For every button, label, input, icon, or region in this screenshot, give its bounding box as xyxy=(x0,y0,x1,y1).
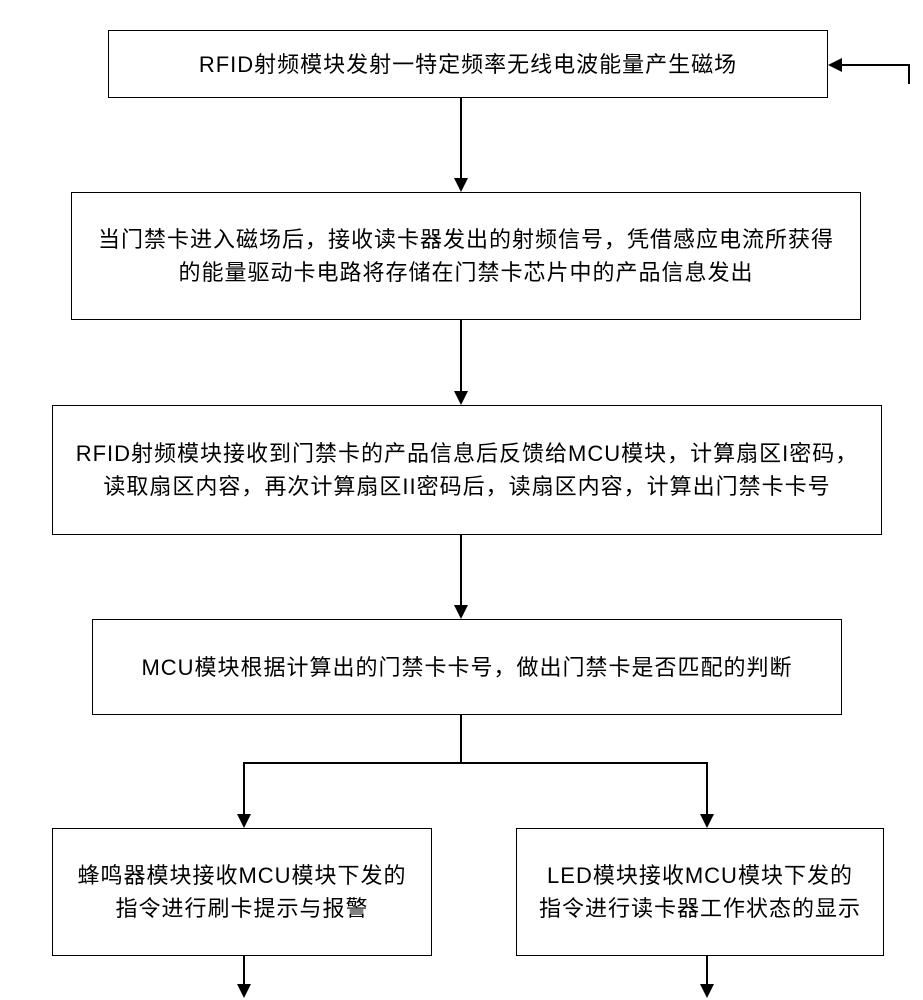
arrow-line xyxy=(243,956,245,984)
arrow-line xyxy=(460,98,462,178)
arrowhead-down-icon xyxy=(454,391,468,405)
node-text: RFID射频模块发射一特定频率无线电波能量产生磁场 xyxy=(199,48,737,81)
arrowhead-down-icon xyxy=(237,814,251,828)
flowchart-node-mcu-judge: MCU模块根据计算出的门禁卡卡号，做出门禁卡是否匹配的判断 xyxy=(92,619,842,715)
arrow-line xyxy=(908,64,910,84)
node-text: MCU模块根据计算出的门禁卡卡号，做出门禁卡是否匹配的判断 xyxy=(141,651,792,684)
node-text: LED模块接收MCU模块下发的指令进行读卡器工作状态的显示 xyxy=(537,859,863,925)
flowchart-container: RFID射频模块发射一特定频率无线电波能量产生磁场 当门禁卡进入磁场后，接收读卡… xyxy=(0,0,923,1000)
arrow-line xyxy=(460,715,462,763)
arrow-line xyxy=(842,64,909,66)
flowchart-node-card-enter: 当门禁卡进入磁场后，接收读卡器发出的射频信号，凭借感应电流所获得的能量驱动卡电路… xyxy=(71,192,861,320)
arrow-line xyxy=(460,320,462,391)
arrowhead-down-icon xyxy=(454,178,468,192)
arrowhead-down-icon xyxy=(700,984,714,998)
node-text: 蜂鸣器模块接收MCU模块下发的指令进行刷卡提示与报警 xyxy=(73,859,411,925)
arrowhead-left-icon xyxy=(828,58,842,72)
arrowhead-down-icon xyxy=(237,984,251,998)
flowchart-node-buzzer: 蜂鸣器模块接收MCU模块下发的指令进行刷卡提示与报警 xyxy=(52,828,432,956)
arrow-line xyxy=(243,762,245,814)
arrow-line xyxy=(243,762,708,764)
node-text: 当门禁卡进入磁场后，接收读卡器发出的射频信号，凭借感应电流所获得的能量驱动卡电路… xyxy=(92,223,840,289)
arrow-line xyxy=(706,762,708,814)
arrowhead-down-icon xyxy=(700,814,714,828)
arrowhead-down-icon xyxy=(454,605,468,619)
node-text: RFID射频模块接收到门禁卡的产品信息后反馈给MCU模块，计算扇区I密码，读取扇… xyxy=(73,437,861,503)
flowchart-node-led: LED模块接收MCU模块下发的指令进行读卡器工作状态的显示 xyxy=(516,828,884,956)
arrow-line xyxy=(460,535,462,605)
flowchart-node-rfid-emit: RFID射频模块发射一特定频率无线电波能量产生磁场 xyxy=(108,30,828,98)
flowchart-node-mcu-calc: RFID射频模块接收到门禁卡的产品信息后反馈给MCU模块，计算扇区I密码，读取扇… xyxy=(52,405,882,535)
arrow-line xyxy=(706,956,708,984)
